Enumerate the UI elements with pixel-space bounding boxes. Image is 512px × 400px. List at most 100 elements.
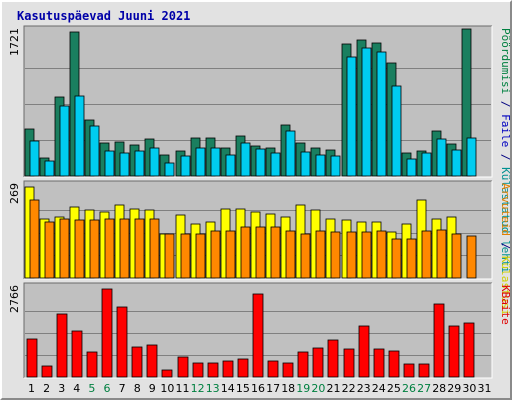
panel-bottom: 2766 KBaite: [8, 282, 510, 379]
x-tick-day-7: 7: [119, 382, 126, 395]
bar-kbaite-day-13: [207, 362, 219, 378]
bar-kbaite-day-28: [433, 303, 445, 378]
bar-faile-day-22: [346, 56, 357, 177]
bar-faile-day-28: [436, 138, 447, 177]
x-tick-day-21: 21: [327, 382, 341, 395]
bar-arvuteid-day-1: [29, 199, 40, 279]
bar-faile-day-26: [406, 158, 417, 177]
x-tick-day-25: 25: [387, 382, 401, 395]
x-axis-labels: 1 2 3 4 5 6 7 8 9 10 11 12 13 14 15 16 17 18 19 20 21 22 23 24 2…: [28, 382, 492, 395]
panel-middle-border-light: [24, 181, 493, 280]
panel-middle-legend: Arvuteid / Külastusi: [499, 183, 510, 315]
bar-arvuteid-day-6: [104, 218, 115, 279]
bar-arvuteid-day-13: [210, 230, 221, 279]
panel-middle-legend-entry: Arvuteid: [499, 183, 510, 236]
x-tick-day-26: 26: [402, 382, 416, 395]
panel-top-series-p-rdumisi: [24, 28, 472, 177]
bar-faile-day-3: [59, 105, 70, 177]
bar-faile-day-21: [330, 155, 341, 177]
panel-top-series-faile: [29, 47, 477, 177]
x-tick-day-12: 12: [191, 382, 205, 395]
bar-arvuteid-day-5: [89, 219, 100, 279]
x-tick-day-28: 28: [432, 382, 446, 395]
bar-faile-day-10: [164, 162, 175, 177]
bar-faile-day-27: [421, 152, 432, 177]
bar-kbaite-day-29: [448, 325, 460, 378]
bar-faile-day-5: [89, 125, 100, 177]
x-tick-day-30: 30: [462, 382, 476, 395]
panel-middle-series-arvuteid: [29, 199, 477, 279]
bar-kbaite-day-14: [222, 360, 234, 378]
panel-top-legend-entry: Pöördumisi: [499, 28, 510, 94]
bar-kbaite-day-4: [71, 330, 83, 378]
panel-top: 1721 Pöördumisi / Faile / Külastatud leht…: [8, 25, 510, 273]
panel-middle-legend-entry: /: [499, 236, 510, 256]
x-tick-day-2: 2: [43, 382, 50, 395]
x-tick-day-18: 18: [281, 382, 295, 395]
x-tick-day-22: 22: [342, 382, 356, 395]
bar-arvuteid-day-17: [270, 226, 281, 279]
panel-bottom-legend-entry: KBaite: [499, 285, 510, 325]
bar-kbaite-day-6: [101, 288, 113, 378]
bar-faile-day-6: [104, 150, 115, 177]
bar-kbaite-day-5: [86, 351, 98, 378]
bar-arvuteid-day-25: [391, 238, 402, 279]
x-tick-day-27: 27: [417, 382, 431, 395]
bar-kbaite-day-27: [418, 363, 430, 378]
x-tick-day-4: 4: [73, 382, 80, 395]
bar-kbaite-day-12: [192, 362, 204, 378]
panel-top-legend-entry: /: [499, 94, 510, 114]
bar-kbaite-day-15: [237, 358, 249, 378]
x-tick-day-31: 31: [478, 382, 492, 395]
bar-kbaite-day-9: [146, 344, 158, 378]
bar-faile-day-2: [44, 160, 55, 177]
x-tick-day-5: 5: [88, 382, 95, 395]
bar-arvuteid-day-21: [330, 231, 341, 279]
bar-kbaite-day-2: [41, 365, 53, 378]
panel-top-legend-entry: Faile: [499, 114, 510, 147]
panel-top-legend-entry: /: [499, 147, 510, 167]
bar-kbaite-day-8: [131, 346, 143, 378]
bar-arvuteid-day-12: [195, 233, 206, 279]
panel-top-border-dark: [23, 25, 492, 177]
bar-kbaite-day-3: [56, 313, 68, 378]
bar-faile-day-15: [240, 142, 251, 177]
bar-kbaite-day-18: [282, 362, 294, 378]
bar-faile-day-29: [451, 149, 462, 177]
bar-faile-day-4: [74, 95, 85, 177]
x-tick-day-16: 16: [251, 382, 265, 395]
x-tick-day-13: 13: [206, 382, 220, 395]
bar-kbaite-day-1: [26, 338, 38, 378]
bar-arvuteid-day-20: [315, 230, 326, 279]
bar-faile-day-24: [376, 51, 387, 177]
bar-arvuteid-day-10: [164, 233, 175, 279]
bar-faile-day-25: [391, 85, 402, 177]
panel-bottom-y-max-label: 2766: [8, 285, 21, 313]
bar-faile-day-9: [149, 147, 160, 177]
bar-arvuteid-day-11: [180, 233, 191, 279]
bar-arvuteid-day-3: [59, 218, 70, 279]
x-tick-day-20: 20: [311, 382, 325, 395]
panel-middle: 269 Arvuteid / Külastusi: [8, 180, 510, 315]
bar-kbaite-day-30: [463, 322, 475, 378]
bar-p-rdumisi-day-30: [461, 28, 472, 177]
bar-arvuteid-day-7: [119, 218, 130, 279]
x-tick-day-19: 19: [296, 382, 310, 395]
x-tick-day-11: 11: [176, 382, 190, 395]
bar-kbaite-day-20: [312, 347, 324, 378]
x-tick-day-15: 15: [236, 382, 250, 395]
bar-arvuteid-day-16: [255, 226, 266, 279]
bar-faile-day-18: [285, 130, 296, 177]
bar-faile-day-12: [195, 147, 206, 177]
x-tick-day-10: 10: [160, 382, 174, 395]
bar-faile-day-14: [225, 154, 236, 177]
panel-bottom-series-kbaite: [26, 288, 475, 378]
bar-arvuteid-day-19: [300, 233, 311, 279]
bar-kbaite-day-16: [252, 293, 264, 378]
x-tick-day-14: 14: [221, 382, 235, 395]
bar-faile-day-11: [180, 155, 191, 177]
bar-arvuteid-day-4: [74, 219, 85, 279]
bar-arvuteid-day-9: [149, 218, 160, 279]
bar-arvuteid-day-29: [451, 233, 462, 279]
